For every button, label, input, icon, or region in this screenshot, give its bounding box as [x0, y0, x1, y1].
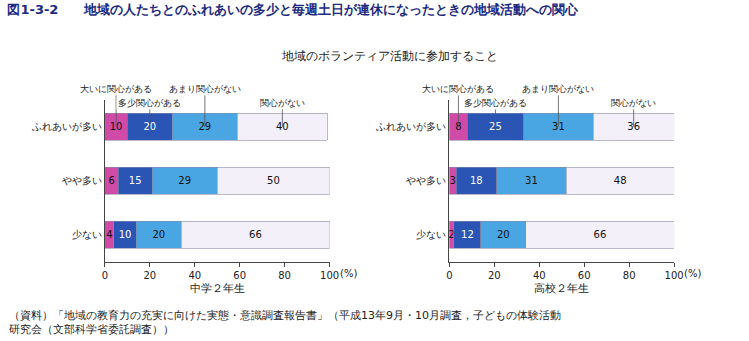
svg-text:48: 48 — [614, 175, 627, 186]
svg-text:18: 18 — [470, 175, 483, 186]
svg-text:関心がない: 関心がない — [611, 98, 656, 108]
svg-text:地域のボランティア活動に参加すること: 地域のボランティア活動に参加すること — [281, 49, 498, 63]
svg-text:20: 20 — [497, 229, 510, 240]
svg-text:多少関心がある: 多少関心がある — [118, 98, 181, 108]
svg-text:中学２年生: 中学２年生 — [190, 282, 245, 295]
svg-text:80: 80 — [623, 270, 636, 281]
svg-text:0: 0 — [102, 270, 108, 281]
svg-text:高校２年生: 高校２年生 — [534, 282, 589, 295]
svg-text:100: 100 — [665, 270, 684, 281]
svg-text:やや多い: やや多い — [406, 175, 446, 186]
svg-text:大いに関心がある: 大いに関心がある — [422, 84, 494, 94]
svg-text:12: 12 — [461, 229, 474, 240]
svg-text:25: 25 — [489, 121, 502, 132]
svg-text:60: 60 — [578, 270, 591, 281]
svg-text:36: 36 — [627, 121, 640, 132]
svg-text:やや多い: やや多い — [62, 175, 102, 186]
svg-text:10: 10 — [119, 229, 132, 240]
svg-text:あまり関心がない: あまり関心がない — [522, 84, 594, 94]
svg-text:多少関心がある: 多少関心がある — [464, 98, 527, 108]
svg-text:(%): (%) — [340, 268, 357, 279]
svg-text:66: 66 — [249, 229, 262, 240]
svg-text:ふれあいが多い: ふれあいが多い — [375, 121, 446, 132]
svg-text:20: 20 — [488, 270, 501, 281]
svg-text:6: 6 — [108, 175, 114, 186]
svg-text:少ない: 少ない — [416, 229, 446, 240]
svg-text:80: 80 — [278, 270, 291, 281]
svg-text:8: 8 — [455, 121, 461, 132]
svg-text:（資料）「地域の教育力の充実に向けた実態・意識調査報告書」（: （資料）「地域の教育力の充実に向けた実態・意識調査報告書」（平成13年9月・10… — [9, 309, 561, 336]
svg-text:50: 50 — [267, 175, 280, 186]
svg-text:図1-3-2 地域の人たちとのふれあいの多少と毎週土日が連: 図1-3-2 地域の人たちとのふれあいの多少と毎週土日が連休になったときの地域活… — [7, 2, 579, 17]
svg-text:3: 3 — [450, 175, 456, 186]
svg-text:29: 29 — [198, 121, 211, 132]
svg-text:100: 100 — [320, 270, 339, 281]
svg-text:10: 10 — [110, 121, 123, 132]
svg-text:40: 40 — [276, 121, 289, 132]
svg-text:31: 31 — [552, 121, 565, 132]
svg-text:31: 31 — [525, 175, 538, 186]
svg-text:66: 66 — [594, 229, 607, 240]
svg-text:20: 20 — [143, 270, 156, 281]
svg-text:4: 4 — [106, 229, 112, 240]
svg-text:(%): (%) — [684, 268, 701, 279]
svg-text:40: 40 — [533, 270, 546, 281]
svg-text:20: 20 — [152, 229, 165, 240]
svg-text:あまり関心がない: あまり関心がない — [169, 84, 241, 94]
svg-text:0: 0 — [446, 270, 452, 281]
svg-text:2: 2 — [448, 229, 454, 240]
svg-text:大いに関心がある: 大いに関心がある — [80, 84, 152, 94]
svg-text:15: 15 — [129, 175, 142, 186]
svg-text:60: 60 — [233, 270, 246, 281]
svg-text:29: 29 — [178, 175, 191, 186]
svg-text:20: 20 — [143, 121, 156, 132]
svg-text:ふれあいが多い: ふれあいが多い — [31, 121, 102, 132]
svg-text:関心がない: 関心がない — [260, 98, 305, 108]
svg-text:40: 40 — [188, 270, 201, 281]
svg-text:少ない: 少ない — [72, 229, 102, 240]
